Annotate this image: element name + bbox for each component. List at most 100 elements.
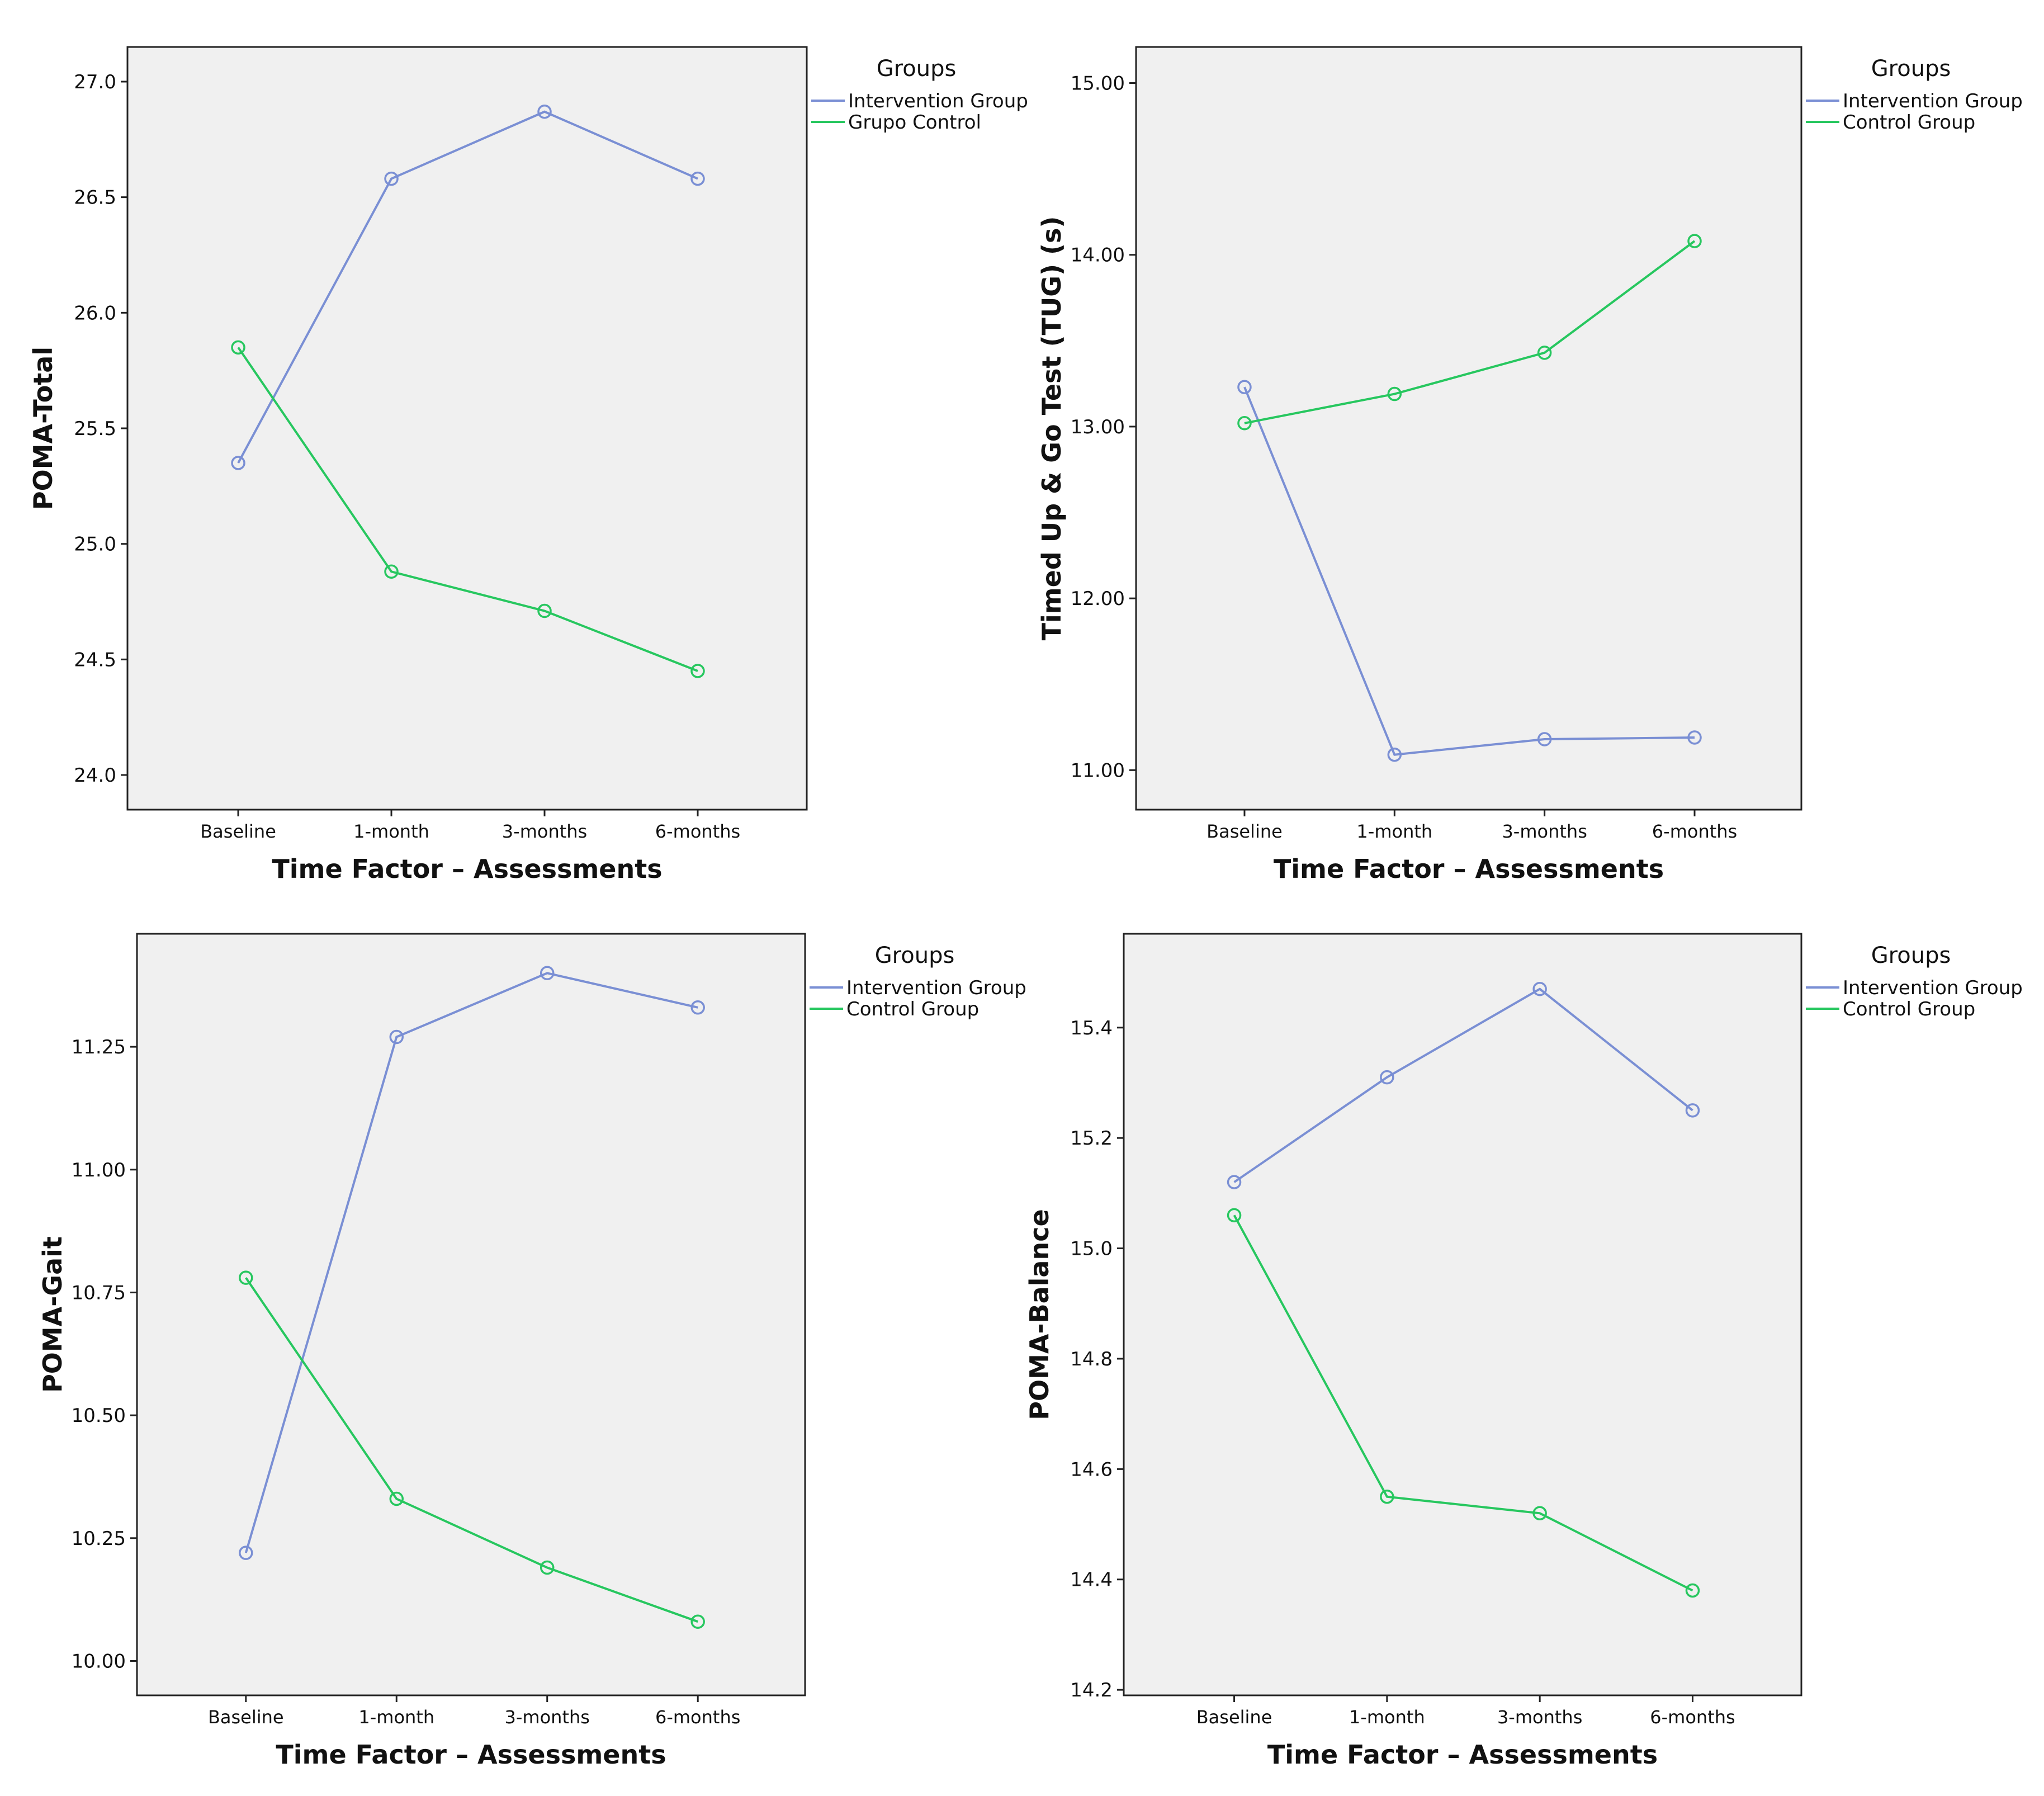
panel3-y-tick-label: 10.25	[72, 1528, 126, 1550]
panel4-legend-label: Intervention Group	[1843, 977, 2023, 999]
panel3-legend-label: Control Group	[846, 998, 979, 1020]
panel1-legend-title: Groups	[877, 56, 957, 82]
panel4-x-tick-label: 3-months	[1497, 1707, 1582, 1728]
panel3-data-point	[239, 1270, 253, 1285]
panel3-legend-title: Groups	[875, 943, 955, 968]
panel4-x-tick-label: Baseline	[1196, 1707, 1272, 1728]
panel2-x-tick-label: Baseline	[1206, 821, 1283, 842]
panel3-data-point	[389, 1029, 404, 1044]
panel4-series-line-control	[1233, 1214, 1693, 1592]
panel1-x-tick-label: 3-months	[502, 821, 587, 842]
panel4-data-point	[1532, 1506, 1547, 1521]
panel2-data-point	[1687, 234, 1702, 248]
panel3-x-tick-label: 1-month	[358, 1707, 434, 1728]
panel3-plot-area	[136, 933, 806, 1696]
panel1-data-point	[384, 171, 399, 186]
panel3-series-line-intervention	[244, 972, 698, 1553]
panel2-y-tick-label: 12.00	[1071, 588, 1125, 610]
panel4-data-point	[1380, 1070, 1394, 1085]
panel2-series-line-intervention	[1243, 386, 1695, 756]
panel3-data-point	[690, 1614, 705, 1629]
panel2-legend-label: Control Group	[1843, 111, 1975, 134]
panel4-legend-label: Control Group	[1843, 998, 1975, 1020]
panel2-data-point	[1387, 386, 1402, 401]
panel1-y-tick-label: 26.5	[74, 187, 116, 209]
panel3-data-point	[540, 1560, 555, 1575]
panel1-legend-label: Grupo Control	[848, 111, 981, 134]
panel3-y-tick-label: 10.50	[72, 1405, 126, 1427]
panel4-y-tick-label: 15.0	[1070, 1238, 1113, 1260]
panel3-y-tick-label: 11.00	[72, 1159, 126, 1181]
panel4-series-line-intervention	[1233, 987, 1693, 1183]
panel4-data-point	[1532, 981, 1547, 996]
panel1-x-tick-label: 1-month	[353, 821, 429, 842]
panel4-data-point	[1227, 1175, 1242, 1189]
panel1-x-tick-label: Baseline	[200, 821, 276, 842]
panel1-y-tick-label: 24.0	[74, 764, 116, 787]
panel1-y-axis-title: POMA-Total	[28, 347, 58, 510]
panel4-legend-title: Groups	[1871, 943, 1951, 968]
panel3-legend-label: Intervention Group	[846, 977, 1026, 999]
panel4-y-tick-label: 15.4	[1070, 1017, 1113, 1039]
panel4-x-axis-title: Time Factor – Assessments	[1267, 1740, 1658, 1770]
panel2-data-point	[1537, 732, 1552, 746]
panel4-y-tick-label: 14.8	[1070, 1348, 1113, 1370]
panel4-y-axis-title: POMA-Balance	[1024, 1209, 1054, 1420]
panel1-data-point	[537, 104, 552, 119]
panel2-data-point	[1237, 380, 1252, 395]
panel2-legend-label: Intervention Group	[1843, 90, 2023, 112]
panel2-legend-title: Groups	[1871, 56, 1951, 82]
panel4-y-tick-label: 14.2	[1070, 1679, 1113, 1702]
panel1-series-line-intervention	[237, 110, 698, 464]
panel2-y-tick-label: 14.00	[1071, 244, 1125, 267]
panel3-y-axis-title: POMA-Gait	[37, 1236, 68, 1393]
panel4-x-tick-label: 1-month	[1349, 1707, 1425, 1728]
panel1-data-point	[231, 456, 245, 470]
panel2-series-line-control	[1244, 240, 1696, 424]
panel4-data-point	[1227, 1208, 1242, 1223]
panel4-data-point	[1685, 1103, 1700, 1118]
panel4-data-point	[1685, 1583, 1700, 1598]
panel3-data-point	[690, 1000, 705, 1015]
panel4-data-point	[1380, 1489, 1394, 1504]
panel1-y-tick-label: 24.5	[74, 649, 116, 671]
panel3-y-tick-label: 11.25	[72, 1036, 126, 1058]
panel3-x-axis-title: Time Factor – Assessments	[276, 1740, 666, 1770]
panel3-y-tick-label: 10.00	[72, 1650, 126, 1672]
panel2-data-point	[1387, 747, 1402, 762]
panel2-data-point	[1237, 416, 1252, 431]
panel1-data-point	[537, 603, 552, 618]
panel2-y-tick-label: 11.00	[1071, 759, 1125, 782]
panel1-y-tick-label: 27.0	[74, 71, 116, 93]
panel1-x-axis-title: Time Factor – Assessments	[272, 854, 662, 884]
panel1-series-line-control	[237, 347, 698, 672]
panel3-data-point	[239, 1545, 253, 1560]
panel2-y-tick-label: 15.00	[1071, 73, 1125, 95]
panel1-plot-area	[126, 46, 808, 811]
panel1-data-point	[690, 664, 705, 678]
panel1-legend-label: Intervention Group	[848, 90, 1028, 112]
panel1-data-point	[384, 564, 399, 579]
panel2-y-axis-title: Timed Up & Go Test (TUG) (s)	[1037, 216, 1067, 641]
panel3-data-point	[389, 1491, 404, 1506]
panel3-x-tick-label: 6-months	[655, 1707, 740, 1728]
panel3-x-tick-label: Baseline	[208, 1707, 284, 1728]
panel4-plot-area	[1123, 933, 1802, 1696]
panel2-data-point	[1687, 730, 1702, 745]
panel3-x-tick-label: 3-months	[505, 1707, 590, 1728]
panel3-series-line-control	[245, 1277, 698, 1623]
panel2-plot-area	[1135, 46, 1802, 811]
panel1-y-tick-label: 25.0	[74, 533, 116, 556]
panel1-data-point	[690, 171, 705, 186]
panel3-data-point	[540, 966, 555, 981]
panel2-data-point	[1537, 346, 1552, 360]
panel3-y-tick-label: 10.75	[72, 1282, 126, 1304]
panel4-y-tick-label: 14.4	[1070, 1569, 1113, 1591]
panel1-x-tick-label: 6-months	[655, 821, 740, 842]
panel1-y-tick-label: 26.0	[74, 302, 116, 324]
panel2-x-tick-label: 6-months	[1652, 821, 1737, 842]
panel4-y-tick-label: 14.6	[1070, 1458, 1113, 1481]
panel2-y-tick-label: 13.00	[1071, 416, 1125, 438]
